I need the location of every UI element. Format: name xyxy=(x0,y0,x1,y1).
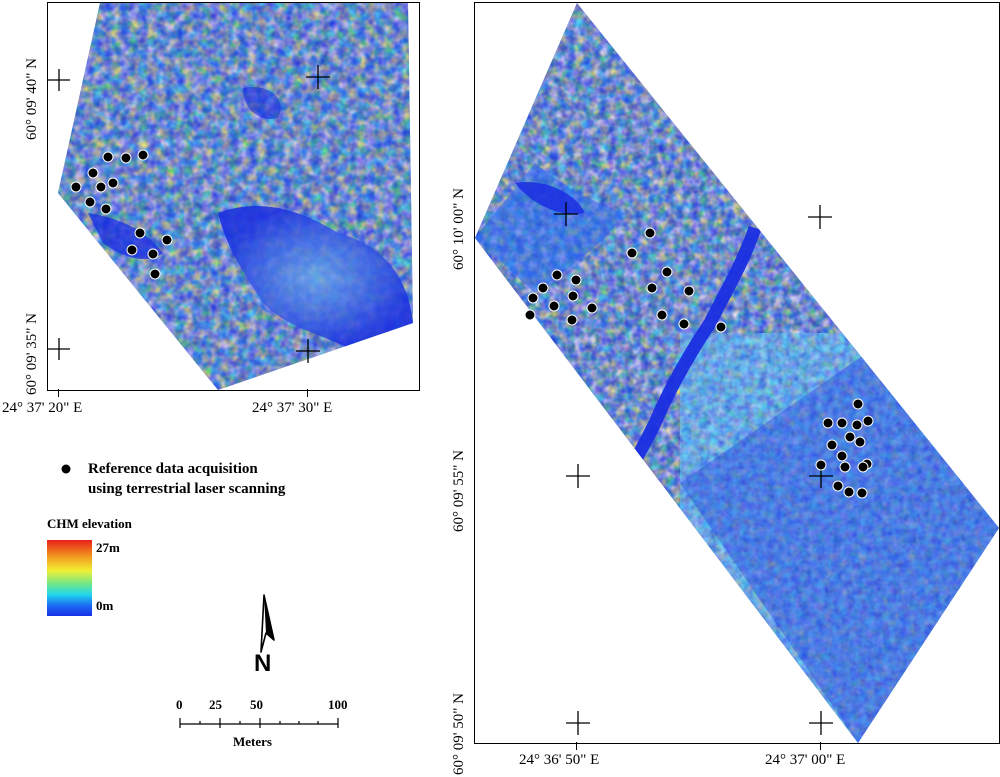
left-tick-bottom-1 xyxy=(58,389,59,397)
left-map-frame xyxy=(47,2,420,391)
reference-point xyxy=(862,415,874,427)
reference-point xyxy=(822,417,834,429)
reference-point xyxy=(626,247,638,259)
scale-unit-label: Meters xyxy=(233,734,272,749)
chm-min-label: 0m xyxy=(96,598,114,613)
reference-point xyxy=(586,302,598,314)
legend-point-symbol xyxy=(61,464,71,474)
reference-point xyxy=(836,450,848,462)
right-chm-map xyxy=(475,3,999,743)
right-lat-label-1: 60° 10' 00" N xyxy=(451,188,467,270)
reference-point xyxy=(134,227,146,239)
left-graticule xyxy=(48,65,330,363)
reference-point xyxy=(537,282,549,294)
north-arrow-icon xyxy=(260,594,275,653)
north-arrow-label: N xyxy=(254,650,272,677)
reference-point xyxy=(100,203,112,215)
scale-tick-50: 50 xyxy=(250,697,263,712)
reference-point xyxy=(832,480,844,492)
right-lon-label-2: 24° 37' 00" E xyxy=(765,752,846,768)
scale-tick-25: 25 xyxy=(209,697,222,712)
reference-point xyxy=(107,177,119,189)
left-tick-bottom-2 xyxy=(307,389,308,397)
left-chm-map xyxy=(48,3,413,390)
reference-point xyxy=(826,439,838,451)
chm-legend-title: CHM elevation xyxy=(47,516,132,531)
reference-point xyxy=(839,461,851,473)
reference-point xyxy=(852,398,864,410)
scale-bar xyxy=(179,718,339,728)
right-lon-label-1: 24° 36' 50" E xyxy=(519,752,600,768)
reference-point xyxy=(137,149,149,161)
scale-tick-0: 0 xyxy=(176,697,183,712)
reference-point xyxy=(570,274,582,286)
reference-point xyxy=(836,417,848,429)
chm-max-label: 27m xyxy=(96,540,120,555)
reference-point xyxy=(120,152,132,164)
reference-point xyxy=(815,459,827,471)
left-lon-label-1: 24° 37' 20" E xyxy=(2,400,83,416)
reference-point xyxy=(683,285,695,297)
reference-point xyxy=(102,151,114,163)
reference-point xyxy=(147,248,159,260)
reference-point xyxy=(95,181,107,193)
right-tick-bottom-2 xyxy=(820,742,821,750)
reference-point xyxy=(524,309,536,321)
reference-point xyxy=(661,266,673,278)
reference-point xyxy=(548,300,560,312)
reference-point xyxy=(843,486,855,498)
chm-color-ramp xyxy=(47,540,92,616)
right-graticule xyxy=(554,202,833,735)
left-lat-label-1: 60° 09' 40" N xyxy=(24,58,40,140)
legend-reference-line-2: using terrestrial laser scanning xyxy=(88,481,286,497)
right-reference-points xyxy=(524,227,874,499)
reference-point xyxy=(551,269,563,281)
scale-tick-100: 100 xyxy=(328,697,348,712)
reference-point xyxy=(527,292,539,304)
reference-point xyxy=(126,244,138,256)
right-lat-label-2: 60° 09' 55" N xyxy=(451,450,467,532)
legend-reference-line-1: Reference data acquisition xyxy=(88,461,258,477)
reference-point xyxy=(566,314,578,326)
reference-point xyxy=(856,487,868,499)
reference-point xyxy=(857,461,869,473)
left-lat-label-2: 60° 09' 35" N xyxy=(24,313,40,395)
reference-point xyxy=(70,181,82,193)
right-tick-bottom-1 xyxy=(576,742,577,750)
left-reference-points xyxy=(70,149,173,280)
reference-point xyxy=(844,431,856,443)
reference-point xyxy=(646,282,658,294)
reference-point xyxy=(715,321,727,333)
reference-point xyxy=(84,196,96,208)
reference-point xyxy=(149,268,161,280)
reference-point xyxy=(851,419,863,431)
reference-point xyxy=(854,436,866,448)
right-map-frame xyxy=(474,2,1000,744)
left-lon-label-2: 24° 37' 30" E xyxy=(252,400,333,416)
right-lat-label-3: 60° 09' 50" N xyxy=(451,693,467,775)
reference-point xyxy=(567,290,579,302)
reference-point xyxy=(161,234,173,246)
reference-point xyxy=(678,318,690,330)
reference-point xyxy=(656,309,668,321)
reference-point xyxy=(644,227,656,239)
legend-reference-label: Reference data acquisition using terrest… xyxy=(88,459,285,499)
reference-point xyxy=(87,167,99,179)
